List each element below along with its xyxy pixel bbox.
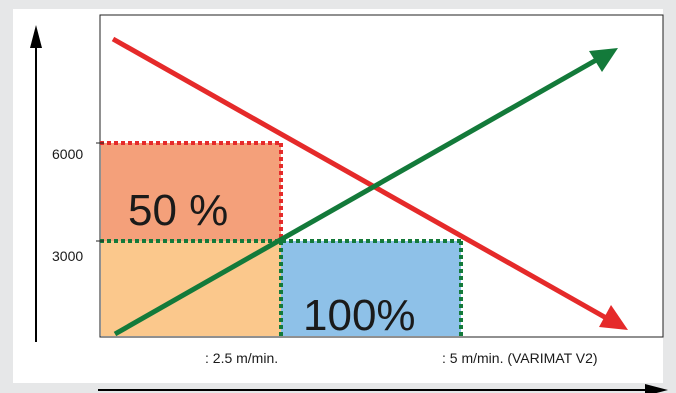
red-decreasing-line	[111, 36, 610, 322]
region-50-percent	[101, 143, 281, 241]
red-arrowhead	[599, 305, 628, 330]
label-100-percent: 100%	[303, 291, 416, 340]
x-axis-arrowhead	[645, 384, 668, 393]
label-50-percent: 50 %	[128, 186, 228, 235]
x-tick-label-5: : 5 m/min. (VARIMAT V2)	[442, 350, 598, 366]
green-increasing-line	[113, 56, 600, 337]
green-arrowhead	[589, 48, 618, 72]
x-tick-label-2-5: : 2.5 m/min.	[205, 350, 278, 366]
y-axis-arrowhead	[30, 25, 42, 48]
plot-frame	[99, 14, 664, 338]
region-100-percent	[281, 241, 461, 336]
y-tick-label-3000: 3000	[52, 248, 83, 264]
y-tick-label-6000: 6000	[52, 146, 83, 162]
